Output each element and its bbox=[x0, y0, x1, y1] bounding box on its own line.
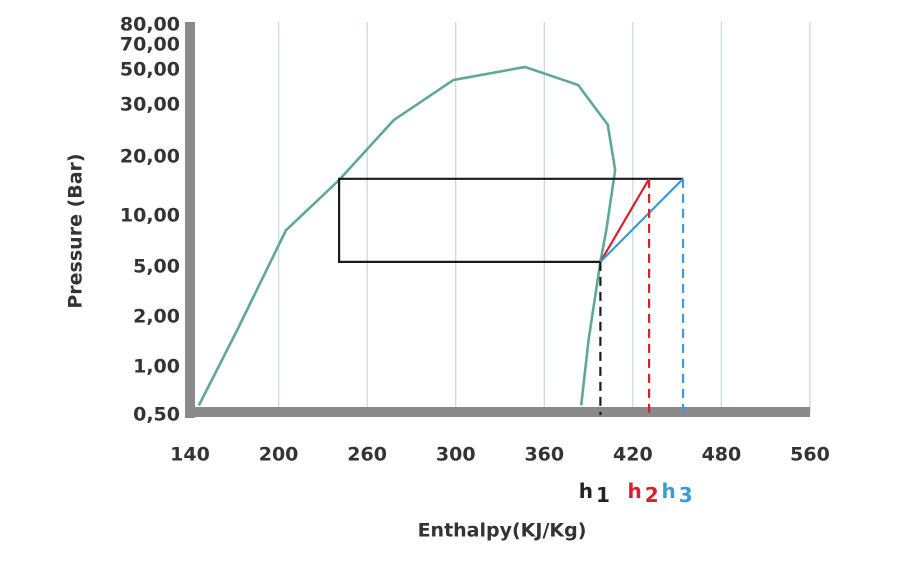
y-tick-label: 50,00 bbox=[120, 59, 180, 81]
y-tick-label: 30,00 bbox=[120, 94, 180, 116]
x-tick-label: 140 bbox=[170, 444, 210, 466]
x-tick-label: 360 bbox=[524, 444, 564, 466]
h-label-sub: 3 bbox=[679, 483, 693, 507]
series-line bbox=[599, 178, 651, 263]
x-tick-label: 260 bbox=[347, 444, 387, 466]
y-axis-title: Pressure (Bar) bbox=[65, 153, 87, 308]
h-label-text: h bbox=[579, 479, 593, 503]
y-tick-label: 1,00 bbox=[133, 356, 180, 378]
h-label-text: h bbox=[661, 479, 675, 503]
x-tick-label: 420 bbox=[613, 444, 653, 466]
h-label-text: h bbox=[628, 479, 642, 503]
y-tick-label: 70,00 bbox=[120, 34, 180, 56]
x-axis-title: Enthalpy(KJ/Kg) bbox=[418, 520, 587, 542]
y-tick-label: 5,00 bbox=[133, 256, 180, 278]
y-tick-label: 80,00 bbox=[120, 14, 180, 36]
h-label-sub: 1 bbox=[596, 483, 610, 507]
y-tick-label: 20,00 bbox=[120, 146, 180, 168]
x-tick-label: 560 bbox=[790, 444, 830, 466]
h-label-sub: 2 bbox=[645, 483, 659, 507]
series-line bbox=[197, 65, 617, 406]
x-tick-label: 200 bbox=[259, 444, 299, 466]
series-line bbox=[337, 177, 684, 263]
x-tick-label: 300 bbox=[436, 444, 476, 466]
y-tick-label: 2,00 bbox=[133, 306, 180, 328]
y-tick-label: 10,00 bbox=[120, 205, 180, 227]
x-tick-label: 480 bbox=[702, 444, 742, 466]
y-tick-label: 0,50 bbox=[133, 404, 180, 426]
series-line bbox=[599, 178, 684, 263]
